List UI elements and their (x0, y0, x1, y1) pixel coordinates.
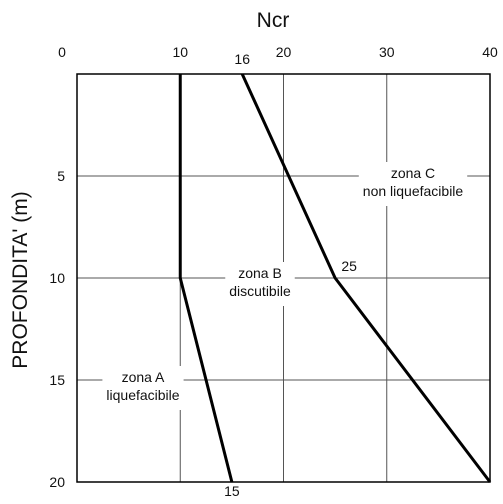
zone-label-background (358, 162, 468, 206)
y-tick-label: 10 (49, 270, 65, 286)
zone-label-background (225, 262, 295, 306)
series-lines (178, 73, 492, 483)
point-annotation: 25 (341, 258, 357, 274)
x-tick-labels: 0 10 20 30 40 (58, 44, 498, 60)
plot-frame (76, 73, 491, 483)
zone-labels: zona A liquefacibile zona B discutibile zona… (102, 162, 468, 410)
x-tick-label: 30 (379, 44, 395, 60)
y-axis-title: PROFONDITA' (m) (9, 191, 32, 368)
y-tick-label: 20 (49, 474, 65, 490)
x-tick-label: 40 (482, 44, 498, 60)
y-tick-label: 15 (49, 372, 65, 388)
y-tick-labels: 5 10 15 20 (49, 168, 65, 490)
point-annotation: 15 (224, 483, 240, 499)
point-annotations: 16 25 15 (224, 51, 357, 499)
point-annotation: 16 (234, 51, 250, 67)
x-axis-title: Ncr (257, 9, 290, 32)
zone-label-line: zona C (391, 165, 435, 181)
x-tick-label: 0 (58, 44, 66, 60)
zone-label-line: zona A (122, 369, 165, 385)
x-tick-label: 10 (172, 44, 188, 60)
zone-label-line: non liquefacibile (363, 183, 464, 199)
y-tick-label: 5 (57, 168, 65, 184)
series-line-2 (240, 73, 492, 483)
zone-label-background (102, 366, 184, 410)
zone-label-line: liquefacibile (106, 387, 179, 403)
zone-label-line: discutibile (229, 283, 291, 299)
series-line-1 (178, 74, 234, 483)
zone-label-line: zona B (238, 265, 282, 281)
x-tick-label: 20 (276, 44, 292, 60)
